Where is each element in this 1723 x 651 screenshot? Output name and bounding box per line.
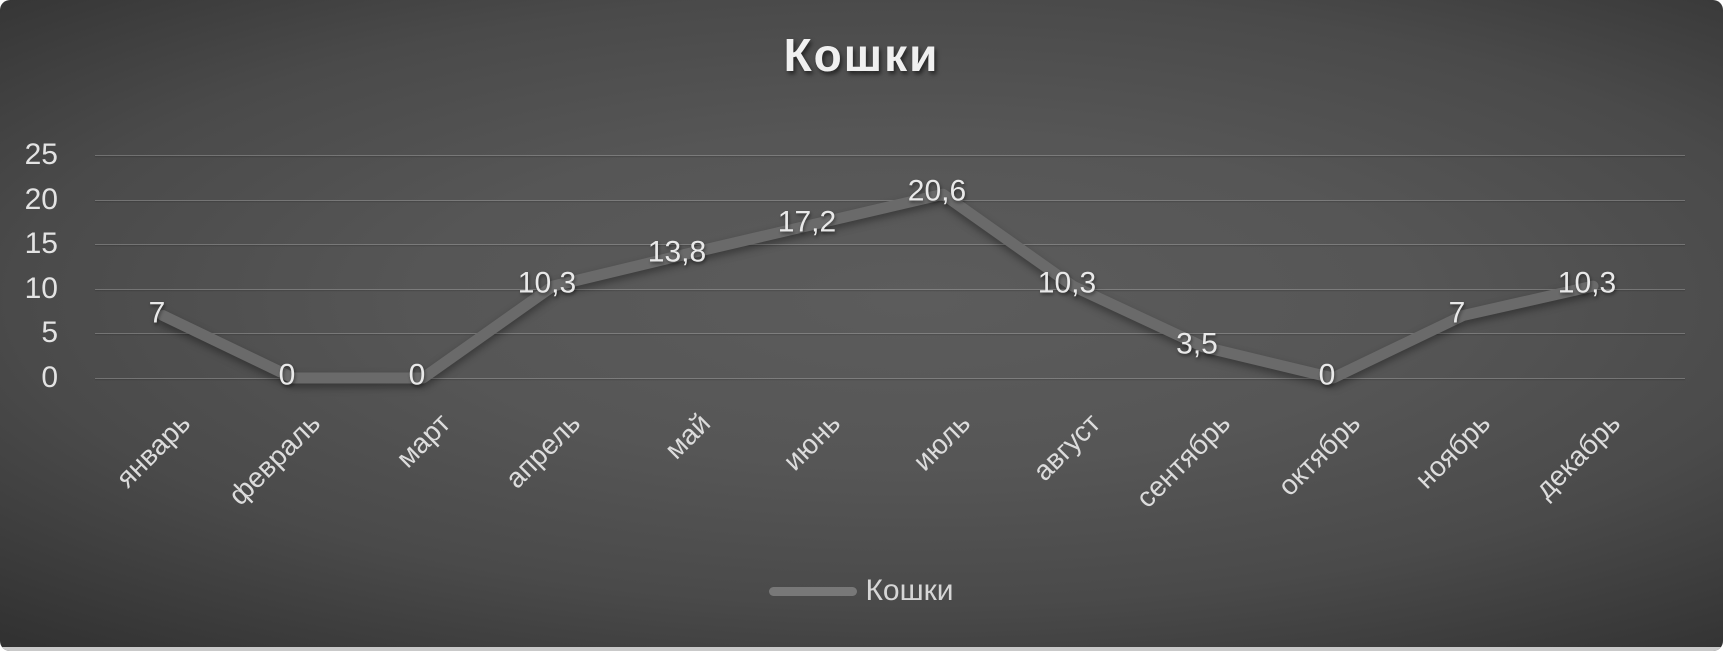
data-label: 13,8 (647, 235, 707, 269)
y-axis-tick-label: 15 (24, 227, 58, 261)
data-label: 10,3 (517, 266, 577, 300)
y-axis-tick-label: 25 (24, 138, 58, 171)
y-axis-tick-label: 0 (41, 361, 58, 394)
legend-series-label: Кошки (865, 574, 954, 607)
legend[interactable]: Кошки (0, 574, 1723, 608)
legend-line-swatch (769, 586, 858, 596)
y-axis-tick-label: 5 (41, 316, 58, 350)
data-label: 10,3 (1557, 266, 1617, 300)
data-label: 17,2 (777, 204, 837, 238)
gridline (95, 199, 1685, 201)
data-label: 0 (278, 358, 296, 392)
gridline (95, 333, 1685, 335)
y-axis-tick-label: 10 (24, 271, 58, 305)
slide-bottom-edge (0, 647, 1723, 651)
gridline (95, 244, 1685, 246)
data-label: 3,5 (1176, 327, 1218, 361)
chart-title[interactable]: Кошки (783, 29, 940, 81)
data-label: 0 (1318, 358, 1336, 392)
y-axis-tick-label: 20 (24, 182, 58, 216)
gridline (95, 155, 1685, 156)
data-label: 10,3 (1037, 266, 1097, 300)
data-label: 7 (148, 295, 166, 329)
gridline (95, 288, 1685, 290)
data-label: 0 (408, 358, 426, 392)
gridline (95, 378, 1685, 379)
data-label: 20,6 (907, 174, 967, 208)
data-label: 7 (1448, 295, 1466, 329)
